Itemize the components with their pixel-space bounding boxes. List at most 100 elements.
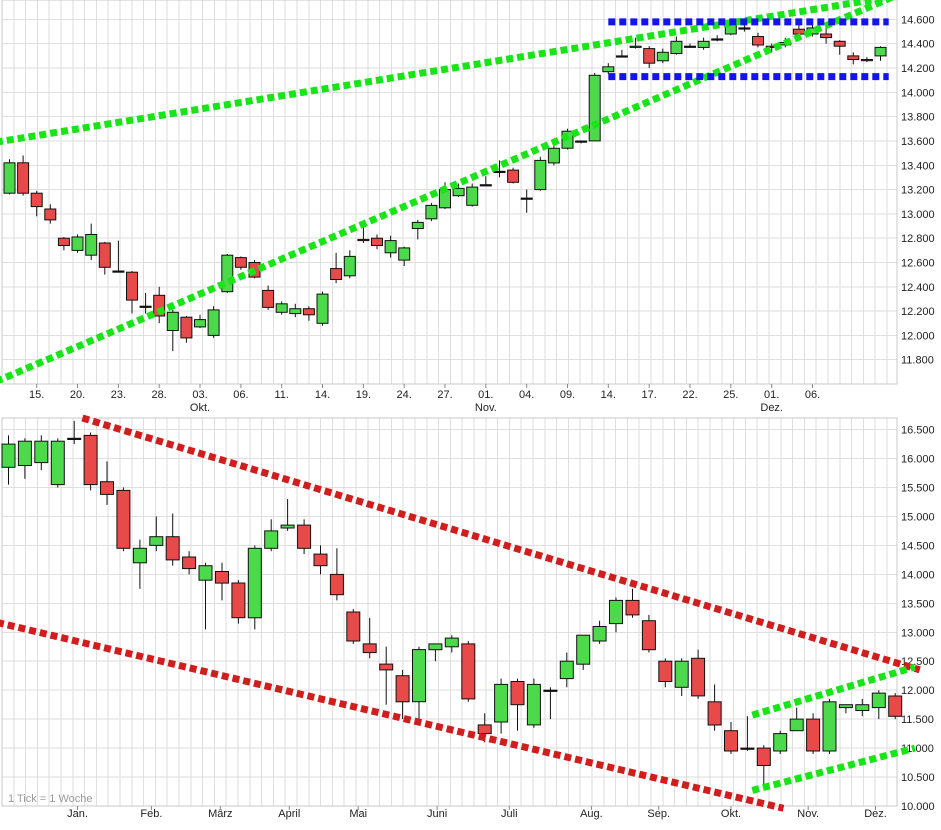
x-tick-label: 09. <box>560 389 575 401</box>
candle-body-up <box>316 293 329 324</box>
candle-body-down <box>98 242 111 268</box>
x-axis: Jan. Feb. März April Mai Juni Juli Aug. Sep. Okt.… <box>67 806 887 820</box>
candle <box>428 643 443 662</box>
candle <box>592 620 607 644</box>
candle <box>789 707 804 732</box>
candle <box>507 167 520 184</box>
y-tick-label: 14.000 <box>901 569 935 581</box>
candle-body-up <box>543 689 558 692</box>
candle-body-down <box>329 573 344 596</box>
candle <box>85 223 98 261</box>
candle-body-up <box>684 45 696 48</box>
candle <box>194 314 206 329</box>
y-tick-label: 13.000 <box>901 209 935 221</box>
x-tick-label: 19. <box>356 389 371 401</box>
candle-body-down <box>17 162 30 194</box>
x-tick-label: April <box>278 808 300 820</box>
candle <box>180 315 193 343</box>
y-tick-label: 14.600 <box>901 14 935 26</box>
candle-body-down <box>215 571 229 584</box>
candle <box>132 539 147 589</box>
y-tick-label: 13.600 <box>901 136 935 148</box>
candle-body-down <box>641 620 656 651</box>
candle <box>756 745 771 786</box>
y-tick-label: 12.800 <box>901 233 935 245</box>
candles <box>1 420 903 786</box>
candle <box>559 652 574 688</box>
candle <box>691 649 706 699</box>
candle-body-up <box>412 649 426 703</box>
green-trend-line <box>0 0 894 146</box>
candle <box>479 176 492 187</box>
candle <box>425 202 438 222</box>
candle <box>116 487 131 552</box>
candle <box>302 306 315 321</box>
x-tick-label: 15. <box>29 389 44 401</box>
candle <box>247 545 262 630</box>
y-tick-label: 16.500 <box>901 425 935 437</box>
y-tick-label: 15.500 <box>901 483 935 495</box>
candle-body-up <box>656 51 669 62</box>
candle-body-up <box>112 270 125 273</box>
x-tick-label: 01. <box>478 389 493 401</box>
candle <box>724 722 738 754</box>
candle <box>166 309 179 352</box>
y-axis: 11.800 12.000 12.200 12.400 12.600 12.800 13.0… <box>901 14 935 366</box>
candle <box>313 545 328 575</box>
x-tick-label: 23. <box>111 389 126 401</box>
candle <box>658 658 673 688</box>
green-trend-line <box>751 663 916 719</box>
x-tick-label: 17. <box>642 389 657 401</box>
plot-frame <box>1 417 898 807</box>
x-tick-label: Okt. <box>721 808 741 820</box>
candle-body-down <box>643 48 656 64</box>
candle <box>510 678 525 731</box>
y-tick-label: 11.500 <box>901 714 934 726</box>
candle-body-down <box>833 40 846 47</box>
candle-body-up <box>198 565 213 581</box>
candle-body-down <box>820 33 833 39</box>
candle-body-up <box>149 536 164 546</box>
candle-body-up <box>85 234 98 256</box>
candle <box>738 24 751 32</box>
candle <box>100 461 114 505</box>
candle-body-up <box>17 440 32 467</box>
candle <box>871 690 886 720</box>
x-tick-label: 24. <box>397 389 412 401</box>
y-tick-label: 16.000 <box>901 454 935 466</box>
candle <box>643 46 656 69</box>
candle-body-up <box>773 733 788 752</box>
candle-body-down <box>30 192 43 208</box>
candle <box>629 37 642 49</box>
candle-body-up <box>194 319 206 328</box>
candle-body-down <box>165 536 180 561</box>
candle-body-up <box>34 440 49 464</box>
candles <box>3 19 887 352</box>
candle-body-down <box>625 599 640 616</box>
candle-body-down <box>153 294 166 317</box>
candle <box>149 516 164 552</box>
x-axis: 15. 20. 23. 28. 03.Okt. 06. 11. 14. 19. 24. 27. 01.… <box>29 384 820 414</box>
weekly-candlestick-chart: 10.00010.50011.00011.50012.00012.50013.0… <box>0 414 935 820</box>
candle-body-down <box>100 481 114 495</box>
green-trend-line <box>751 744 916 794</box>
candle <box>30 190 43 217</box>
candle-body-down <box>847 55 860 61</box>
tick-note: 1 Tick = 1 Woche <box>8 793 92 805</box>
x-tick-label: Aug. <box>580 808 603 820</box>
candle-body-down <box>658 660 673 683</box>
candle <box>684 43 696 48</box>
candle-body-up <box>615 55 628 58</box>
candle <box>98 241 111 275</box>
x-month-label: Dez. <box>760 402 783 414</box>
candle <box>822 698 837 754</box>
candle-body-down <box>231 582 246 619</box>
candle <box>207 306 220 338</box>
candle <box>280 499 295 531</box>
candle-body-up <box>428 643 443 651</box>
candle-body-up <box>629 45 642 48</box>
candle <box>740 716 755 751</box>
trend-lines <box>0 414 921 812</box>
candle <box>697 37 710 50</box>
y-tick-label: 13.200 <box>901 185 935 197</box>
